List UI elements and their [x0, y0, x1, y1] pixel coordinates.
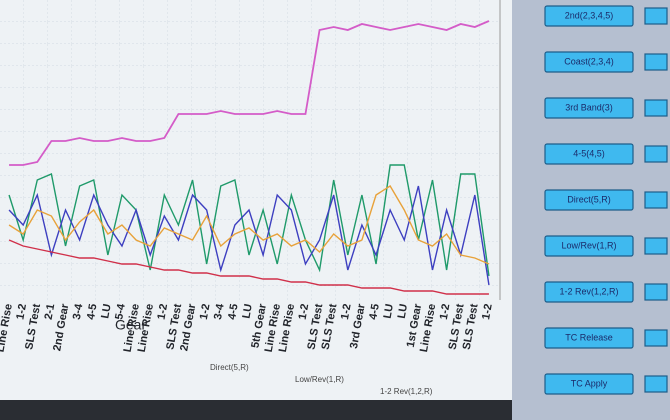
legend-entry: 1-2 Rev(1,2,R)	[380, 387, 433, 396]
grid	[0, 0, 500, 300]
series-line	[8, 185, 490, 286]
panel-button[interactable]: TC Release	[544, 327, 668, 349]
series-line	[9, 20, 490, 166]
button-icon[interactable]	[644, 375, 668, 393]
bezel	[0, 400, 512, 420]
x-tick-label: LU	[240, 303, 254, 320]
panel-button[interactable]: 4-5(4,5)	[544, 143, 668, 165]
button-face	[544, 373, 634, 395]
button-face	[544, 281, 634, 303]
panel-button[interactable]: Low/Rev(1,R)	[544, 235, 668, 257]
button-face	[544, 327, 634, 349]
button-face	[544, 97, 634, 119]
series-line	[8, 164, 490, 277]
panel-button[interactable]: TC Apply	[544, 373, 668, 395]
x-tick-label: 1-2	[480, 303, 495, 321]
button-label: 3rd Band(3)	[565, 102, 613, 112]
series-line	[8, 239, 489, 295]
button-label: TC Apply	[571, 378, 608, 388]
button-label: 2nd(2,3,4,5)	[565, 10, 614, 20]
button-icon[interactable]	[644, 7, 668, 25]
button-icon[interactable]	[644, 283, 668, 301]
x-tick-label: LU	[382, 303, 396, 320]
button-label: 1-2 Rev(1,2,R)	[559, 286, 618, 296]
button-label: Direct(5,R)	[567, 194, 611, 204]
panel-button[interactable]: Direct(5,R)	[544, 189, 668, 211]
x-tick-label: LU	[396, 303, 410, 320]
button-label: Low/Rev(1,R)	[561, 240, 616, 250]
x-tick-label: 1-2	[438, 303, 453, 321]
x-tick-label: 4-5	[226, 303, 241, 321]
x-tick-label: LU	[99, 303, 113, 320]
button-icon[interactable]	[644, 99, 668, 117]
button-label: 4-5(4,5)	[573, 148, 605, 158]
x-tick-label: 5-4	[113, 302, 128, 321]
button-face	[544, 143, 634, 165]
button-icon[interactable]	[644, 329, 668, 347]
x-tick-label: 4-5	[85, 303, 100, 321]
button-icon[interactable]	[644, 145, 668, 163]
button-face	[544, 51, 634, 73]
button-icon[interactable]	[644, 191, 668, 209]
button-icon[interactable]	[644, 237, 668, 255]
panel-button[interactable]: 1-2 Rev(1,2,R)	[544, 281, 668, 303]
panel-button[interactable]: 2nd(2,3,4,5)	[544, 5, 668, 27]
button-label: TC Release	[565, 332, 613, 342]
button-icon[interactable]	[644, 53, 668, 71]
series-line	[8, 185, 490, 265]
button-label: Coast(2,3,4)	[564, 56, 614, 66]
button-face	[544, 5, 634, 27]
x-tick-label: 3-4	[71, 302, 86, 321]
x-tick-label: 3-4	[212, 302, 227, 321]
x-tick-label: 1-2	[339, 303, 354, 321]
x-tick-label: 1-2	[14, 303, 29, 321]
x-tick-label: 4-5	[367, 303, 382, 321]
legend-entry: Direct(5,R)	[210, 363, 249, 372]
button-face	[544, 189, 634, 211]
x-tick-label: 1-2	[297, 303, 312, 321]
x-axis-title: Gear	[115, 317, 146, 333]
panel-button[interactable]: 3rd Band(3)	[544, 97, 668, 119]
legend-entry: Low/Rev(1,R)	[295, 375, 344, 384]
button-face	[544, 235, 634, 257]
x-tick-label: 1-2	[198, 303, 213, 321]
x-tick-label: 2-1	[43, 303, 58, 321]
panel-button[interactable]: Coast(2,3,4)	[544, 51, 668, 73]
x-tick-label: 1-2	[156, 303, 171, 321]
